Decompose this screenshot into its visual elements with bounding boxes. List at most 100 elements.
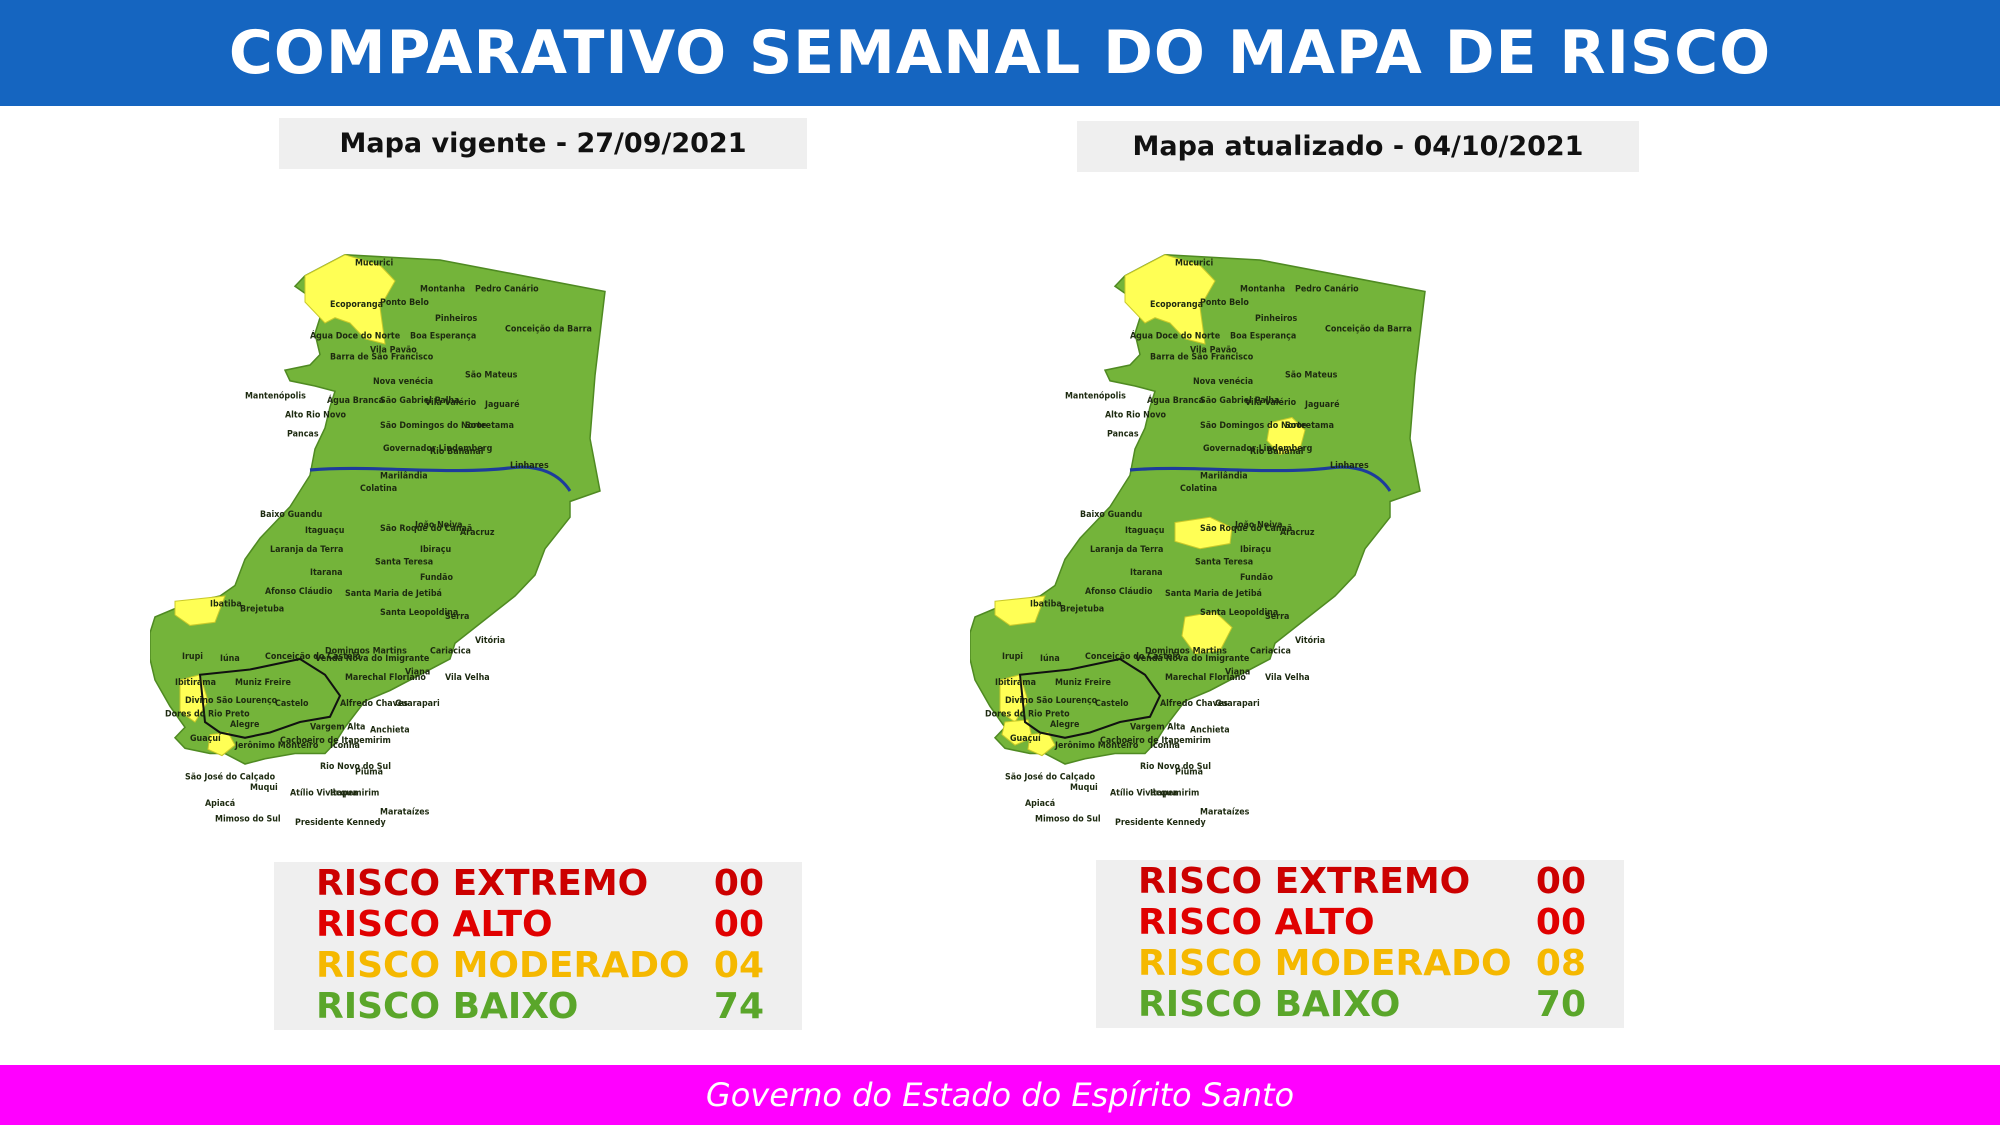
municipality-label: Aracruz: [460, 527, 495, 537]
header-bar: COMPARATIVO SEMANAL DO MAPA DE RISCO: [0, 0, 2000, 106]
municipality-label: Alfredo Chaves: [1160, 698, 1228, 708]
municipality-label: Água Branca: [327, 394, 384, 405]
risk-label: RISCO ALTO: [316, 904, 553, 945]
region-outline: [198, 657, 342, 739]
municipality-label: Alfredo Chaves: [340, 698, 408, 708]
municipality-label: Jerônimo Monteiro: [234, 740, 319, 750]
municipality-label: Barra de São Francisco: [330, 352, 434, 362]
municipality-label: Viana: [405, 667, 430, 677]
municipality-label: Afonso Cláudio: [1085, 586, 1153, 596]
municipality-label: Castelo: [275, 698, 309, 708]
risk-count: 74: [713, 986, 764, 1027]
municipality-label: Iúna: [220, 653, 240, 663]
municipality-label: Mantenópolis: [1065, 390, 1126, 400]
municipality-label: Marechal Floriano: [1165, 672, 1246, 682]
municipality-label: Nova venécia: [1193, 376, 1253, 386]
municipality-label: Vitória: [1295, 635, 1325, 645]
municipality-label: Pinheiros: [1255, 313, 1297, 323]
municipality-label: Fundão: [1240, 572, 1273, 582]
municipality-label: Montanha: [1240, 283, 1285, 293]
risk-summary-updated: RISCO EXTREMO 00 RISCO ALTO 00 RISCO MOD…: [1096, 860, 1624, 1028]
municipality-label: Ponto Belo: [1200, 297, 1249, 307]
municipality-label: São Roque do Canaã: [380, 523, 472, 533]
municipality-label: Rio Novo do Sul: [1140, 761, 1211, 771]
moderate-risk-region: [994, 595, 1046, 626]
moderate-risk-region: [1181, 611, 1233, 655]
municipality-label: Marilândia: [1200, 470, 1248, 480]
municipality-label: Água Doce do Norte: [1130, 330, 1221, 341]
municipality-label: Iconha: [330, 740, 360, 750]
river-doce: [309, 465, 572, 492]
risk-count: 70: [1535, 984, 1586, 1025]
risk-label: RISCO BAIXO: [316, 986, 579, 1027]
municipality-label: Itaguaçu: [1125, 525, 1165, 535]
municipality-label: Alto Rio Novo: [1105, 409, 1166, 419]
municipality-label: Cachoeiro de Itapemirim: [280, 735, 391, 745]
risk-row-moderado: RISCO MODERADO 08: [1096, 944, 1624, 984]
municipality-label: Guarapari: [1215, 698, 1260, 708]
risk-label: RISCO MODERADO: [1138, 943, 1512, 984]
moderate-risk-region: [174, 595, 226, 626]
river-doce: [1129, 465, 1392, 492]
municipality-label: Ecoporanga: [330, 299, 383, 309]
municipality-label: Vila Velha: [1265, 672, 1310, 682]
risk-label: RISCO BAIXO: [1138, 984, 1401, 1025]
municipality-label: Conceição do Castelo: [1085, 651, 1181, 661]
municipality-label: Mimoso do Sul: [215, 814, 281, 824]
municipality-label: Guaçuí: [190, 733, 222, 743]
municipality-label: Pinheiros: [435, 313, 477, 323]
municipality-label: Domingos Martins: [325, 646, 407, 656]
municipality-label: Ibiraçu: [1240, 544, 1271, 554]
municipality-label: Iúna: [1040, 653, 1060, 663]
municipality-label: Vargem Alta: [310, 721, 365, 731]
municipality-label: Serra: [445, 611, 469, 621]
municipality-label: Muniz Freire: [1055, 677, 1111, 687]
municipality-label: Atílio Vivácqua: [290, 787, 357, 797]
municipality-label: Santa Maria de Jetibá: [345, 588, 442, 598]
municipality-label: Itapemirim: [1150, 787, 1199, 797]
municipality-label: Vila Velha: [445, 672, 490, 682]
municipality-label: Vila Valério: [1245, 397, 1296, 407]
municipality-label: Aracruz: [1280, 527, 1315, 537]
municipality-label: Água Branca: [1147, 394, 1204, 405]
municipality-label: Baixo Guandu: [260, 509, 323, 519]
municipality-label: Marataízes: [380, 806, 430, 816]
municipality-label: Pancas: [287, 428, 319, 438]
municipality-label: Castelo: [1095, 698, 1129, 708]
risk-row-baixo: RISCO BAIXO 74: [274, 987, 802, 1027]
state-territory: [970, 253, 1426, 765]
risk-summary-current: RISCO EXTREMO 00 RISCO ALTO 00 RISCO MOD…: [274, 862, 802, 1030]
municipality-label: Guaçuí: [1010, 733, 1042, 743]
risk-count: 04: [713, 945, 764, 986]
municipality-label: Viana: [1225, 667, 1250, 677]
municipality-label: Itarana: [310, 567, 343, 577]
risk-row-alto: RISCO ALTO 00: [274, 905, 802, 945]
municipality-label: Santa Teresa: [375, 556, 433, 566]
municipality-label: Apiacá: [1025, 798, 1055, 808]
municipality-label: Cariacica: [430, 646, 471, 656]
municipality-label: Piúma: [1175, 766, 1203, 776]
risk-row-extremo: RISCO EXTREMO 00: [274, 864, 802, 904]
state-territory: [150, 253, 606, 765]
municipality-label: Pancas: [1107, 428, 1139, 438]
municipality-label: Irupi: [1002, 651, 1023, 661]
municipality-label: Atílio Vivácqua: [1110, 787, 1177, 797]
municipality-label: Vila Pavão: [370, 344, 417, 354]
map-caption-current: Mapa vigente - 27/09/2021: [279, 118, 807, 169]
region-outline: [1018, 657, 1162, 739]
municipality-label: Marataízes: [1200, 806, 1250, 816]
municipality-label: São José do Calçado: [185, 772, 275, 782]
municipality-label: São Mateus: [465, 369, 518, 379]
municipality-label: Alegre: [1050, 719, 1080, 729]
municipality-label: Linhares: [510, 460, 549, 470]
moderate-risk-region: [1174, 516, 1233, 550]
municipality-label: Venda Nova do Imigrante: [315, 653, 430, 663]
footer-bar: Governo do Estado do Espírito Santo: [0, 1065, 2000, 1125]
municipality-label: Fundão: [420, 572, 453, 582]
municipality-label: Linhares: [1330, 460, 1369, 470]
municipality-label: Dores do Rio Preto: [985, 709, 1070, 719]
municipality-label: Jaguaré: [1304, 399, 1340, 409]
municipality-label: Santa Leopoldina: [380, 607, 458, 617]
